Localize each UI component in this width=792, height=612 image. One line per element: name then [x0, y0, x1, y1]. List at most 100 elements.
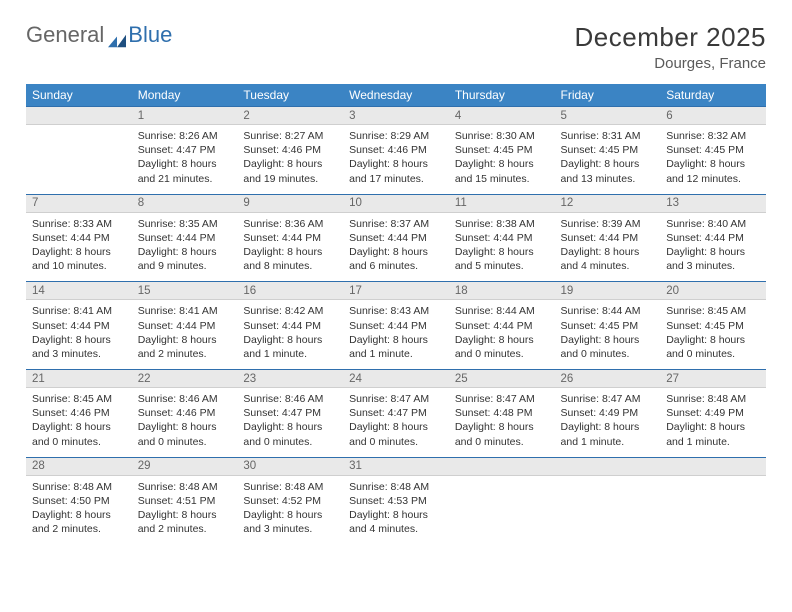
info-cell: Sunrise: 8:30 AMSunset: 4:45 PMDaylight:… — [449, 125, 555, 195]
sunset-text: Sunset: 4:45 PM — [561, 319, 655, 333]
day2-text: and 1 minute. — [561, 435, 655, 449]
sunrise-text: Sunrise: 8:36 AM — [243, 217, 337, 231]
info-cell: Sunrise: 8:41 AMSunset: 4:44 PMDaylight:… — [26, 300, 132, 370]
sunset-text: Sunset: 4:44 PM — [455, 231, 549, 245]
sunrise-text: Sunrise: 8:48 AM — [349, 480, 443, 494]
sunset-text: Sunset: 4:46 PM — [243, 143, 337, 157]
date-cell: 15 — [132, 282, 238, 300]
info-cell: Sunrise: 8:48 AMSunset: 4:53 PMDaylight:… — [343, 475, 449, 544]
sunset-text: Sunset: 4:44 PM — [561, 231, 655, 245]
info-row: Sunrise: 8:41 AMSunset: 4:44 PMDaylight:… — [26, 300, 766, 370]
sunrise-text: Sunrise: 8:46 AM — [243, 392, 337, 406]
day1-text: Daylight: 8 hours — [243, 333, 337, 347]
info-cell: Sunrise: 8:48 AMSunset: 4:49 PMDaylight:… — [660, 388, 766, 458]
day1-text: Daylight: 8 hours — [349, 508, 443, 522]
info-cell: Sunrise: 8:42 AMSunset: 4:44 PMDaylight:… — [237, 300, 343, 370]
day1-text: Daylight: 8 hours — [349, 333, 443, 347]
info-cell: Sunrise: 8:46 AMSunset: 4:47 PMDaylight:… — [237, 388, 343, 458]
sunset-text: Sunset: 4:44 PM — [138, 319, 232, 333]
sunrise-text: Sunrise: 8:39 AM — [561, 217, 655, 231]
info-cell: Sunrise: 8:35 AMSunset: 4:44 PMDaylight:… — [132, 212, 238, 282]
day1-text: Daylight: 8 hours — [243, 420, 337, 434]
info-cell: Sunrise: 8:46 AMSunset: 4:46 PMDaylight:… — [132, 388, 238, 458]
sunset-text: Sunset: 4:44 PM — [349, 319, 443, 333]
date-cell: 19 — [555, 282, 661, 300]
sunset-text: Sunset: 4:48 PM — [455, 406, 549, 420]
sunset-text: Sunset: 4:53 PM — [349, 494, 443, 508]
date-cell: 9 — [237, 194, 343, 212]
sunrise-text: Sunrise: 8:41 AM — [32, 304, 126, 318]
date-cell: 21 — [26, 370, 132, 388]
day1-text: Daylight: 8 hours — [455, 333, 549, 347]
sunset-text: Sunset: 4:46 PM — [349, 143, 443, 157]
info-cell: Sunrise: 8:48 AMSunset: 4:50 PMDaylight:… — [26, 475, 132, 544]
date-cell — [449, 457, 555, 475]
day2-text: and 4 minutes. — [561, 259, 655, 273]
sunset-text: Sunset: 4:45 PM — [561, 143, 655, 157]
info-row: Sunrise: 8:48 AMSunset: 4:50 PMDaylight:… — [26, 475, 766, 544]
sunrise-text: Sunrise: 8:47 AM — [561, 392, 655, 406]
sunrise-text: Sunrise: 8:33 AM — [32, 217, 126, 231]
day2-text: and 4 minutes. — [349, 522, 443, 536]
day-header: Thursday — [449, 84, 555, 107]
info-cell: Sunrise: 8:29 AMSunset: 4:46 PMDaylight:… — [343, 125, 449, 195]
calendar-table: SundayMondayTuesdayWednesdayThursdayFrid… — [26, 84, 766, 544]
sunrise-text: Sunrise: 8:27 AM — [243, 129, 337, 143]
day1-text: Daylight: 8 hours — [138, 420, 232, 434]
sunrise-text: Sunrise: 8:47 AM — [455, 392, 549, 406]
day1-text: Daylight: 8 hours — [32, 245, 126, 259]
sunset-text: Sunset: 4:47 PM — [243, 406, 337, 420]
day2-text: and 12 minutes. — [666, 172, 760, 186]
day2-text: and 2 minutes. — [32, 522, 126, 536]
day2-text: and 6 minutes. — [349, 259, 443, 273]
sunrise-text: Sunrise: 8:29 AM — [349, 129, 443, 143]
date-cell: 2 — [237, 107, 343, 125]
day1-text: Daylight: 8 hours — [138, 157, 232, 171]
info-row: Sunrise: 8:45 AMSunset: 4:46 PMDaylight:… — [26, 388, 766, 458]
sunset-text: Sunset: 4:51 PM — [138, 494, 232, 508]
sunrise-text: Sunrise: 8:46 AM — [138, 392, 232, 406]
sunrise-text: Sunrise: 8:41 AM — [138, 304, 232, 318]
sunrise-text: Sunrise: 8:38 AM — [455, 217, 549, 231]
calendar-body: 123456Sunrise: 8:26 AMSunset: 4:47 PMDay… — [26, 107, 766, 545]
day1-text: Daylight: 8 hours — [243, 245, 337, 259]
day1-text: Daylight: 8 hours — [349, 157, 443, 171]
date-cell: 4 — [449, 107, 555, 125]
info-cell: Sunrise: 8:38 AMSunset: 4:44 PMDaylight:… — [449, 212, 555, 282]
info-cell: Sunrise: 8:27 AMSunset: 4:46 PMDaylight:… — [237, 125, 343, 195]
logo: General Blue — [26, 22, 172, 48]
sunset-text: Sunset: 4:47 PM — [138, 143, 232, 157]
day1-text: Daylight: 8 hours — [561, 157, 655, 171]
day1-text: Daylight: 8 hours — [666, 245, 760, 259]
day1-text: Daylight: 8 hours — [666, 333, 760, 347]
date-row: 78910111213 — [26, 194, 766, 212]
info-cell: Sunrise: 8:44 AMSunset: 4:45 PMDaylight:… — [555, 300, 661, 370]
sunrise-text: Sunrise: 8:42 AM — [243, 304, 337, 318]
info-cell: Sunrise: 8:48 AMSunset: 4:52 PMDaylight:… — [237, 475, 343, 544]
date-cell: 14 — [26, 282, 132, 300]
day1-text: Daylight: 8 hours — [666, 420, 760, 434]
info-cell — [26, 125, 132, 195]
info-cell: Sunrise: 8:26 AMSunset: 4:47 PMDaylight:… — [132, 125, 238, 195]
day1-text: Daylight: 8 hours — [138, 333, 232, 347]
info-cell: Sunrise: 8:43 AMSunset: 4:44 PMDaylight:… — [343, 300, 449, 370]
sunset-text: Sunset: 4:45 PM — [666, 143, 760, 157]
info-cell — [449, 475, 555, 544]
day1-text: Daylight: 8 hours — [561, 245, 655, 259]
sunset-text: Sunset: 4:44 PM — [243, 319, 337, 333]
date-cell: 11 — [449, 194, 555, 212]
date-cell: 29 — [132, 457, 238, 475]
sunrise-text: Sunrise: 8:45 AM — [666, 304, 760, 318]
day2-text: and 0 minutes. — [455, 435, 549, 449]
sunrise-text: Sunrise: 8:48 AM — [243, 480, 337, 494]
day1-text: Daylight: 8 hours — [32, 420, 126, 434]
info-cell: Sunrise: 8:47 AMSunset: 4:49 PMDaylight:… — [555, 388, 661, 458]
sunrise-text: Sunrise: 8:48 AM — [138, 480, 232, 494]
day2-text: and 0 minutes. — [32, 435, 126, 449]
sunset-text: Sunset: 4:44 PM — [349, 231, 443, 245]
info-row: Sunrise: 8:26 AMSunset: 4:47 PMDaylight:… — [26, 125, 766, 195]
title-block: December 2025 Dourges, France — [575, 22, 767, 72]
sunset-text: Sunset: 4:44 PM — [666, 231, 760, 245]
sunrise-text: Sunrise: 8:40 AM — [666, 217, 760, 231]
date-cell: 18 — [449, 282, 555, 300]
